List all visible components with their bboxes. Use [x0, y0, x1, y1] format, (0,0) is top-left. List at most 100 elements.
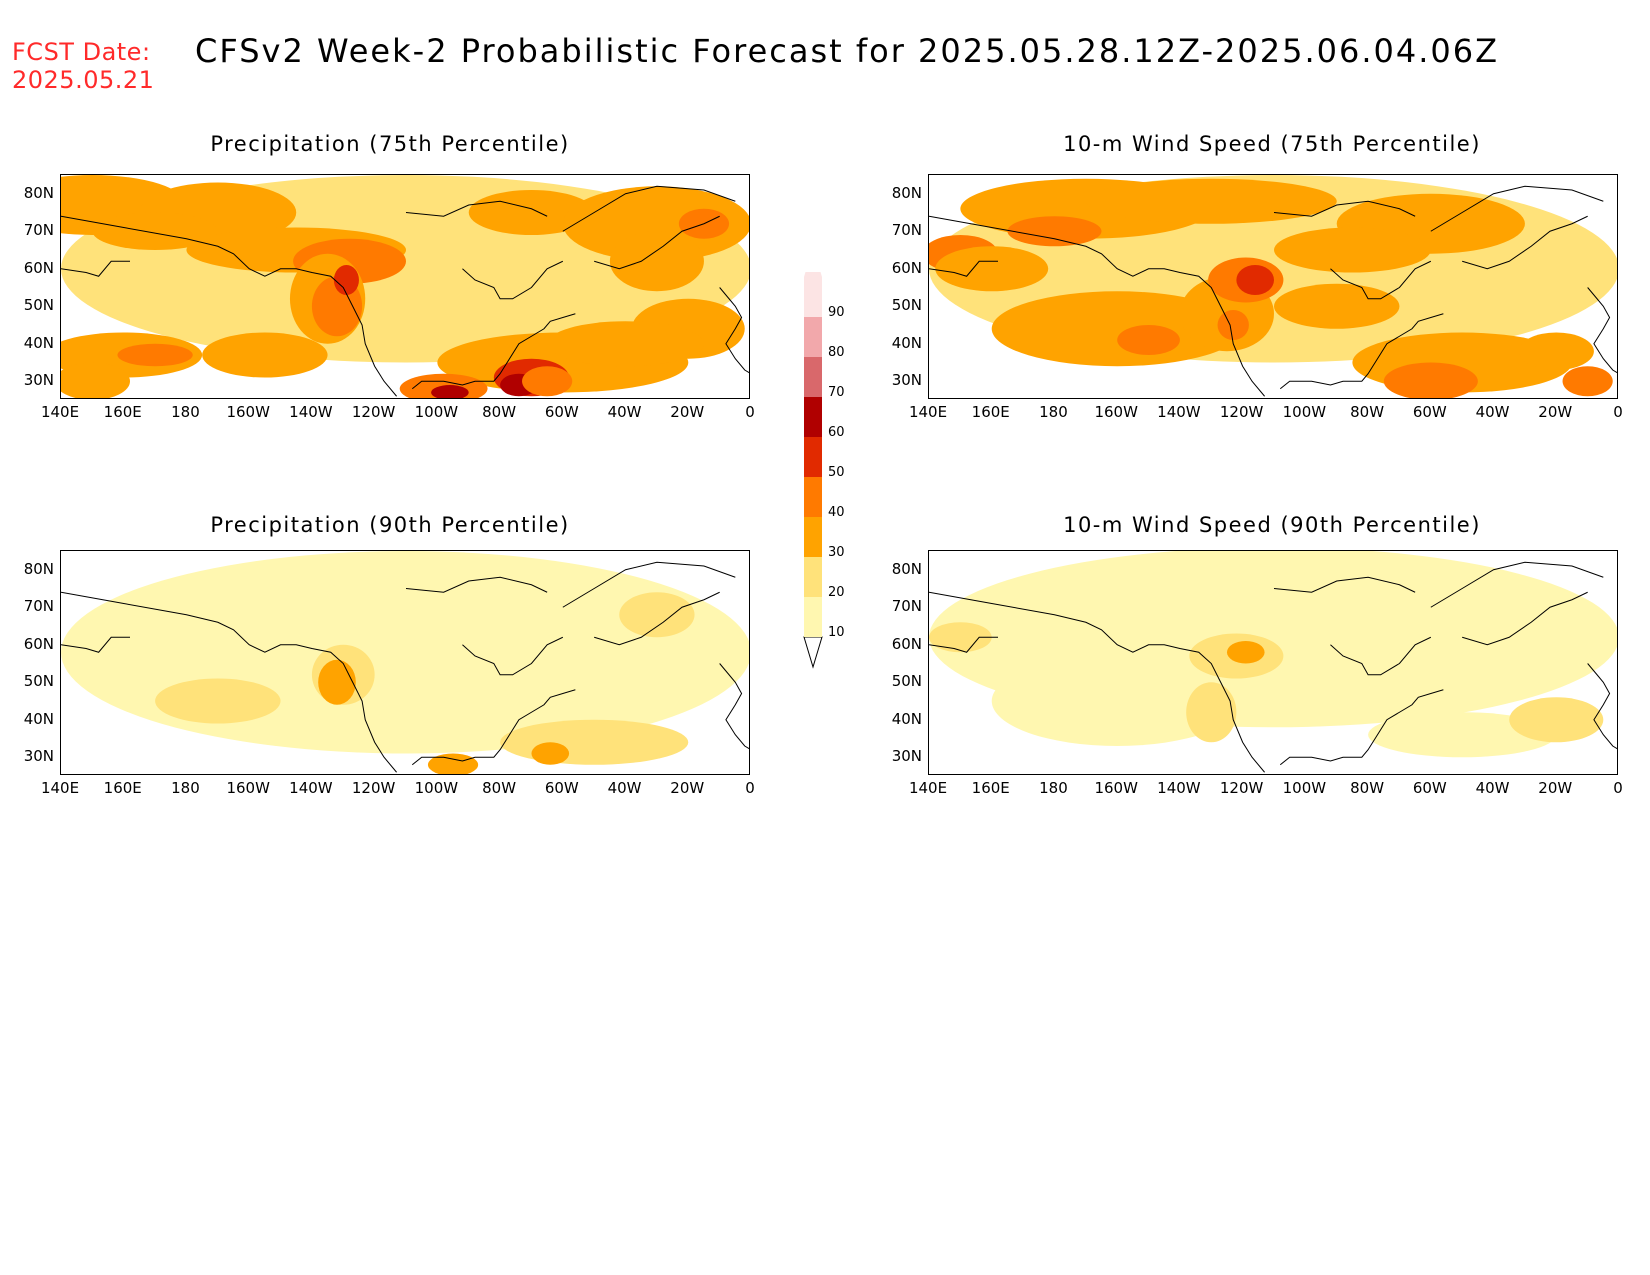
main-title: CFSv2 Week-2 Probabilistic Forecast for … — [195, 32, 1500, 70]
probability-region — [1368, 712, 1557, 758]
map-field — [61, 551, 749, 774]
coastline — [1279, 313, 1444, 390]
lat-tick-label: 30N — [23, 747, 54, 766]
coastline — [61, 260, 130, 277]
lon-tick-label: 40W — [1475, 403, 1510, 421]
panel-title: 10-m Wind Speed (90th Percentile) — [1063, 513, 1481, 537]
lon-tick-label: 120W — [351, 779, 396, 797]
coastline — [929, 591, 1265, 773]
coastline — [405, 576, 548, 593]
map-field — [929, 551, 1617, 774]
coastline — [719, 663, 749, 750]
colorbar-low-arrow — [803, 636, 823, 669]
colorbar-segment — [804, 557, 822, 597]
probability-region — [1274, 283, 1400, 329]
lat-tick-label: 40N — [23, 709, 54, 728]
coastline — [594, 215, 720, 270]
probability-region — [609, 231, 704, 292]
probability-region — [1217, 310, 1249, 340]
probability-region — [1085, 178, 1337, 224]
lat-tick-label: 60N — [891, 258, 922, 277]
probability-region — [1518, 332, 1594, 370]
coastline — [61, 215, 397, 397]
coastline — [929, 636, 998, 653]
lon-tick-label: 180 — [1039, 403, 1068, 421]
lat-tick-label: 30N — [23, 371, 54, 390]
colorbar-label: 80 — [828, 345, 845, 360]
lon-tick-label: 180 — [171, 403, 200, 421]
probability-region — [991, 291, 1243, 367]
colorbar-label: 50 — [828, 465, 845, 480]
lat-tick-label: 50N — [23, 672, 54, 691]
lon-tick-label: 160E — [971, 403, 1010, 421]
lon-tick-label: 20W — [670, 403, 705, 421]
lon-tick-label: 180 — [1039, 779, 1068, 797]
probability-region — [562, 186, 749, 262]
lat-tick-label: 70N — [23, 221, 54, 240]
lon-tick-label: 160W — [1094, 779, 1138, 797]
lon-tick-label: 160W — [226, 779, 270, 797]
lon-tick-label: 100W — [1282, 403, 1327, 421]
coastline — [1279, 689, 1444, 766]
map-precip75 — [60, 174, 750, 399]
coastline — [1330, 636, 1432, 676]
coastline — [929, 215, 1265, 397]
lon-tick-label: 0 — [745, 779, 755, 797]
lat-tick-label: 60N — [23, 258, 54, 277]
coastline — [1330, 260, 1432, 300]
lon-tick-label: 100W — [414, 779, 459, 797]
coastline — [1587, 663, 1617, 750]
lat-tick-label: 40N — [23, 333, 54, 352]
coastline — [405, 200, 548, 217]
probability-region — [117, 343, 193, 367]
colorbar-segment — [804, 317, 822, 357]
lat-tick-label: 70N — [891, 221, 922, 240]
coastline — [719, 287, 749, 374]
lon-tick-label: 120W — [351, 403, 396, 421]
lat-tick-label: 50N — [23, 296, 54, 315]
coastline — [562, 185, 736, 232]
probability-region — [929, 622, 992, 653]
colorbar-label: 40 — [828, 505, 845, 520]
lon-tick-label: 160W — [226, 403, 270, 421]
colorbar-high-arrow — [804, 247, 822, 277]
colorbar-segment — [804, 477, 822, 517]
probability-region — [547, 321, 704, 367]
lon-tick-label: 140E — [40, 779, 80, 797]
coastline — [462, 636, 564, 676]
colorbar-label: 30 — [828, 545, 845, 560]
probability-region — [522, 366, 573, 397]
colorbar-segment — [804, 397, 822, 437]
colorbar-label: 20 — [828, 585, 845, 600]
probability-region — [991, 656, 1243, 746]
lat-tick-label: 80N — [891, 183, 922, 202]
lon-tick-label: 140W — [1157, 779, 1201, 797]
probability-region — [500, 719, 689, 765]
lon-tick-label: 20W — [670, 779, 705, 797]
lat-tick-label: 30N — [891, 371, 922, 390]
probability-region — [61, 362, 130, 398]
lon-tick-label: 160W — [1094, 403, 1138, 421]
probability-region — [431, 385, 469, 398]
probability-region — [1186, 682, 1237, 743]
coastline — [61, 591, 397, 773]
lat-tick-label: 70N — [23, 597, 54, 616]
coastline — [594, 591, 720, 646]
probability-region — [487, 250, 613, 310]
lon-tick-label: 160E — [971, 779, 1010, 797]
fcst-date-line1: FCST Date: — [12, 38, 151, 66]
probability-region — [935, 246, 1049, 292]
probability-region — [1562, 366, 1613, 397]
probability-region — [202, 332, 328, 378]
lon-tick-label: 0 — [1613, 779, 1623, 797]
coastline — [462, 260, 564, 300]
lon-tick-label: 60W — [544, 779, 579, 797]
lon-tick-label: 180 — [171, 779, 200, 797]
probability-region — [1274, 227, 1431, 273]
coastline — [411, 689, 576, 766]
coastline — [1273, 576, 1416, 593]
lon-tick-label: 40W — [607, 403, 642, 421]
lat-tick-label: 80N — [23, 183, 54, 202]
probability-region — [333, 265, 359, 295]
coastline — [562, 561, 736, 608]
